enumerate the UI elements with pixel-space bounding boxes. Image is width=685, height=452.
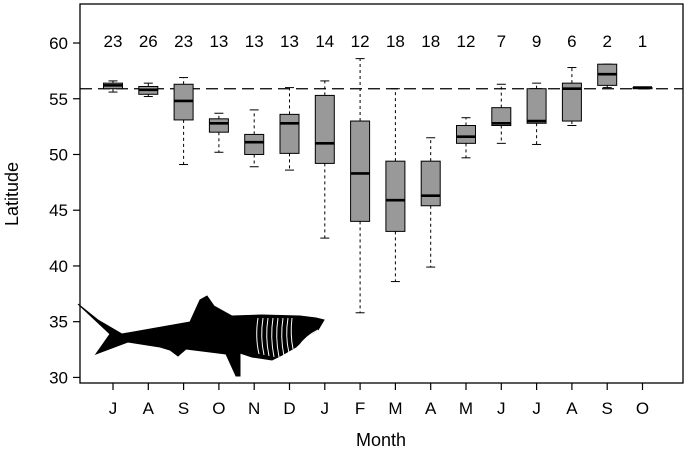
x-tick-label: J xyxy=(532,399,541,418)
x-axis-title: Month xyxy=(356,430,406,450)
y-axis: 30 35 40 45 50 55 60 xyxy=(49,34,80,387)
basking-shark-illustration xyxy=(77,295,325,377)
count-label: 13 xyxy=(280,32,299,51)
count-label: 23 xyxy=(174,32,193,51)
x-tick-label: J xyxy=(497,399,506,418)
y-axis-title: Latitude xyxy=(2,162,22,226)
x-tick-label: A xyxy=(425,399,437,418)
count-label: 26 xyxy=(139,32,158,51)
x-tick-label: S xyxy=(178,399,189,418)
iqr-box xyxy=(350,120,371,222)
box-2 xyxy=(138,82,159,98)
y-tick-label: 60 xyxy=(49,34,68,53)
plot-frame xyxy=(79,3,684,384)
iqr-box xyxy=(385,160,406,232)
y-tick-label: 40 xyxy=(49,257,68,276)
count-label: 1 xyxy=(638,32,647,51)
shark-mouth xyxy=(298,329,319,347)
count-label: 12 xyxy=(351,32,370,51)
box-6 xyxy=(279,87,300,171)
box-3 xyxy=(173,77,194,166)
x-tick-label: D xyxy=(283,399,295,418)
iqr-box xyxy=(526,88,547,124)
y-tick-label: 30 xyxy=(49,368,68,387)
x-tick-label: J xyxy=(321,399,330,418)
box-14 xyxy=(561,67,582,127)
x-tick-label: F xyxy=(355,399,365,418)
iqr-box xyxy=(420,160,441,207)
box-13 xyxy=(526,82,547,145)
iqr-box xyxy=(314,94,335,164)
count-label: 9 xyxy=(532,32,541,51)
box-11 xyxy=(456,117,476,159)
box-15 xyxy=(597,63,618,89)
count-label: 18 xyxy=(421,32,440,51)
y-tick-label: 55 xyxy=(49,90,68,109)
y-tick-label: 35 xyxy=(49,313,68,332)
boxes xyxy=(103,58,653,314)
count-label: 13 xyxy=(209,32,228,51)
x-tick-label: S xyxy=(602,399,613,418)
box-4 xyxy=(208,112,229,153)
x-tick-label: J xyxy=(109,399,118,418)
shark-gill-slits xyxy=(256,317,294,358)
count-label: 14 xyxy=(315,32,334,51)
count-labels: 23 26 23 13 13 13 14 12 18 18 12 7 9 6 2 1 xyxy=(104,32,648,51)
box-12 xyxy=(491,83,512,144)
y-tick-label: 45 xyxy=(49,201,68,220)
box-5 xyxy=(244,109,265,168)
x-tick-label: M xyxy=(388,399,402,418)
iqr-box xyxy=(561,82,582,122)
count-label: 7 xyxy=(497,32,506,51)
iqr-box xyxy=(208,118,229,133)
x-tick-label: O xyxy=(212,399,225,418)
box-1 xyxy=(103,80,123,93)
x-tick-label: A xyxy=(143,399,155,418)
count-label: 23 xyxy=(104,32,123,51)
count-label: 2 xyxy=(602,32,611,51)
iqr-box xyxy=(456,125,476,144)
x-tick-label: N xyxy=(248,399,260,418)
box-7 xyxy=(314,80,335,239)
iqr-box xyxy=(491,107,512,127)
box-16 xyxy=(632,86,653,90)
box-8 xyxy=(350,58,371,314)
count-label: 18 xyxy=(386,32,405,51)
count-label: 12 xyxy=(457,32,476,51)
x-tick-label: O xyxy=(636,399,649,418)
box-10 xyxy=(420,137,441,268)
box-9 xyxy=(385,88,406,283)
x-tick-label: A xyxy=(566,399,578,418)
count-label: 13 xyxy=(245,32,264,51)
x-tick-label: M xyxy=(459,399,473,418)
y-tick-label: 50 xyxy=(49,145,68,164)
iqr-box xyxy=(279,113,300,154)
iqr-box xyxy=(244,133,265,155)
count-label: 6 xyxy=(567,32,576,51)
